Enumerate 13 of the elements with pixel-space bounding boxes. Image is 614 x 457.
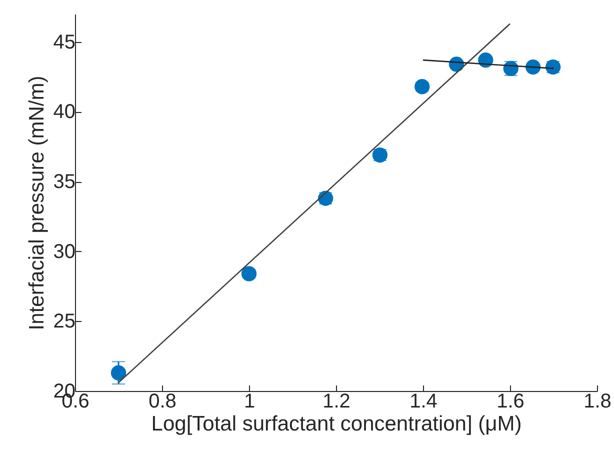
y-axis-title: Interfacial pressure (mN/m) (25, 76, 48, 330)
x-axis-title: Log[Total surfactant concentration] (μM) (151, 412, 522, 436)
x-tick-label: 1.8 (584, 390, 612, 412)
x-tick-label: 0.8 (148, 390, 176, 412)
x-tick-label: 1 (244, 390, 256, 412)
y-tick-label: 40 (53, 101, 76, 124)
y-tick-label: 45 (53, 31, 76, 54)
y-tick-label: 25 (53, 310, 76, 333)
x-tick-label: 1.4 (410, 390, 438, 412)
y-tick-label: 35 (53, 171, 76, 194)
x-tick-label: 1.6 (496, 390, 524, 412)
x-tick-label: 1.2 (322, 390, 350, 412)
y-tick-label: 30 (53, 240, 76, 263)
